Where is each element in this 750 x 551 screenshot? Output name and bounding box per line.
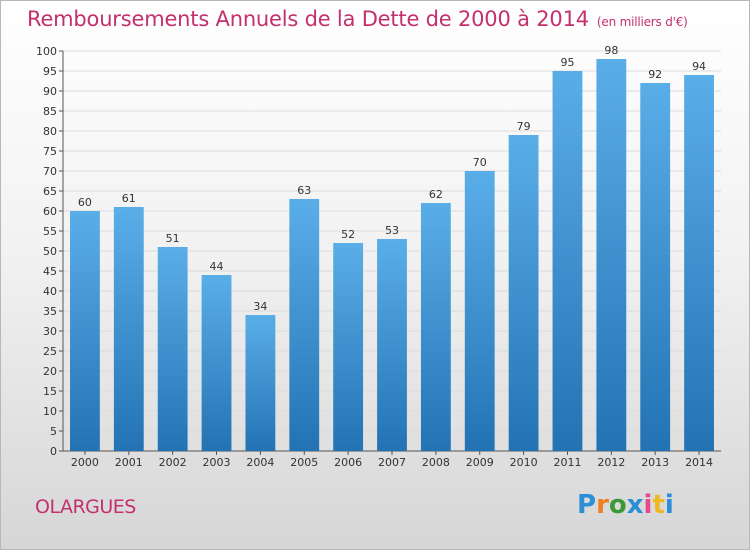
chart-title: Remboursements Annuels de la Dette de 20… [27, 7, 688, 31]
y-tick-label: 75 [43, 145, 57, 158]
bar-value-label: 79 [517, 120, 531, 133]
x-tick-label: 2007 [378, 456, 406, 469]
bar-value-label: 61 [122, 192, 136, 205]
bar-value-label: 63 [297, 184, 311, 197]
bar [464, 171, 495, 451]
bar [333, 243, 364, 451]
bar [640, 83, 671, 451]
proxiti-logo: Proxiti [577, 490, 674, 520]
x-tick-label: 2003 [203, 456, 231, 469]
bar-value-label: 44 [210, 260, 224, 273]
x-tick-label: 2001 [115, 456, 143, 469]
x-tick-label: 2009 [466, 456, 494, 469]
bar-value-label: 34 [253, 300, 267, 313]
bar [113, 207, 144, 451]
x-tick-label: 2008 [422, 456, 450, 469]
y-tick-label: 85 [43, 105, 57, 118]
y-tick-label: 45 [43, 265, 57, 278]
x-tick-label: 2004 [246, 456, 274, 469]
bar [289, 199, 320, 451]
bar-value-label: 98 [604, 44, 618, 57]
bar [245, 315, 276, 451]
y-tick-label: 40 [43, 285, 57, 298]
bar [508, 135, 539, 451]
x-tick-label: 2014 [685, 456, 713, 469]
x-tick-label: 2002 [159, 456, 187, 469]
y-tick-label: 25 [43, 345, 57, 358]
y-tick-label: 15 [43, 385, 57, 398]
x-tick-label: 2000 [71, 456, 99, 469]
bar-value-label: 51 [166, 232, 180, 245]
bar-value-label: 53 [385, 224, 399, 237]
y-tick-label: 10 [43, 405, 57, 418]
y-tick-label: 95 [43, 65, 57, 78]
chart-title-text: Remboursements Annuels de la Dette de 20… [27, 7, 589, 31]
x-tick-label: 2013 [641, 456, 669, 469]
y-tick-label: 50 [43, 245, 57, 258]
y-tick-label: 60 [43, 205, 57, 218]
y-tick-label: 55 [43, 225, 57, 238]
bar [596, 59, 627, 451]
y-tick-label: 100 [36, 45, 57, 58]
bar-value-label: 94 [692, 60, 706, 73]
bar [420, 203, 451, 451]
x-tick-label: 2010 [510, 456, 538, 469]
bar [377, 239, 407, 451]
bar-value-label: 52 [341, 228, 355, 241]
bar [552, 71, 583, 451]
x-tick-label: 2012 [597, 456, 625, 469]
x-tick-label: 2011 [553, 456, 581, 469]
bar-value-label: 62 [429, 188, 443, 201]
bar-value-label: 95 [560, 56, 574, 69]
y-tick-label: 65 [43, 185, 57, 198]
bar [684, 75, 714, 451]
y-tick-label: 30 [43, 325, 57, 338]
bar [70, 211, 100, 451]
y-tick-label: 0 [50, 445, 57, 458]
chart-subtitle: (en milliers d'€) [596, 15, 688, 29]
commune-name: OLARGUES [35, 496, 136, 518]
y-tick-label: 35 [43, 305, 57, 318]
bar-value-label: 92 [648, 68, 662, 81]
bars [70, 59, 714, 451]
y-tick-label: 90 [43, 85, 57, 98]
y-tick-label: 5 [50, 425, 57, 438]
bar [157, 247, 188, 451]
bar-value-label: 70 [473, 156, 487, 169]
y-tick-label: 80 [43, 125, 57, 138]
x-tick-label: 2006 [334, 456, 362, 469]
bar-value-label: 60 [78, 196, 92, 209]
y-tick-label: 20 [43, 365, 57, 378]
bar [201, 275, 232, 451]
y-tick-label: 70 [43, 165, 57, 178]
x-tick-label: 2005 [290, 456, 318, 469]
data-labels: 60 61 51 44 34 63 52 53 62 70 79 95 98 92 94 [78, 44, 706, 313]
